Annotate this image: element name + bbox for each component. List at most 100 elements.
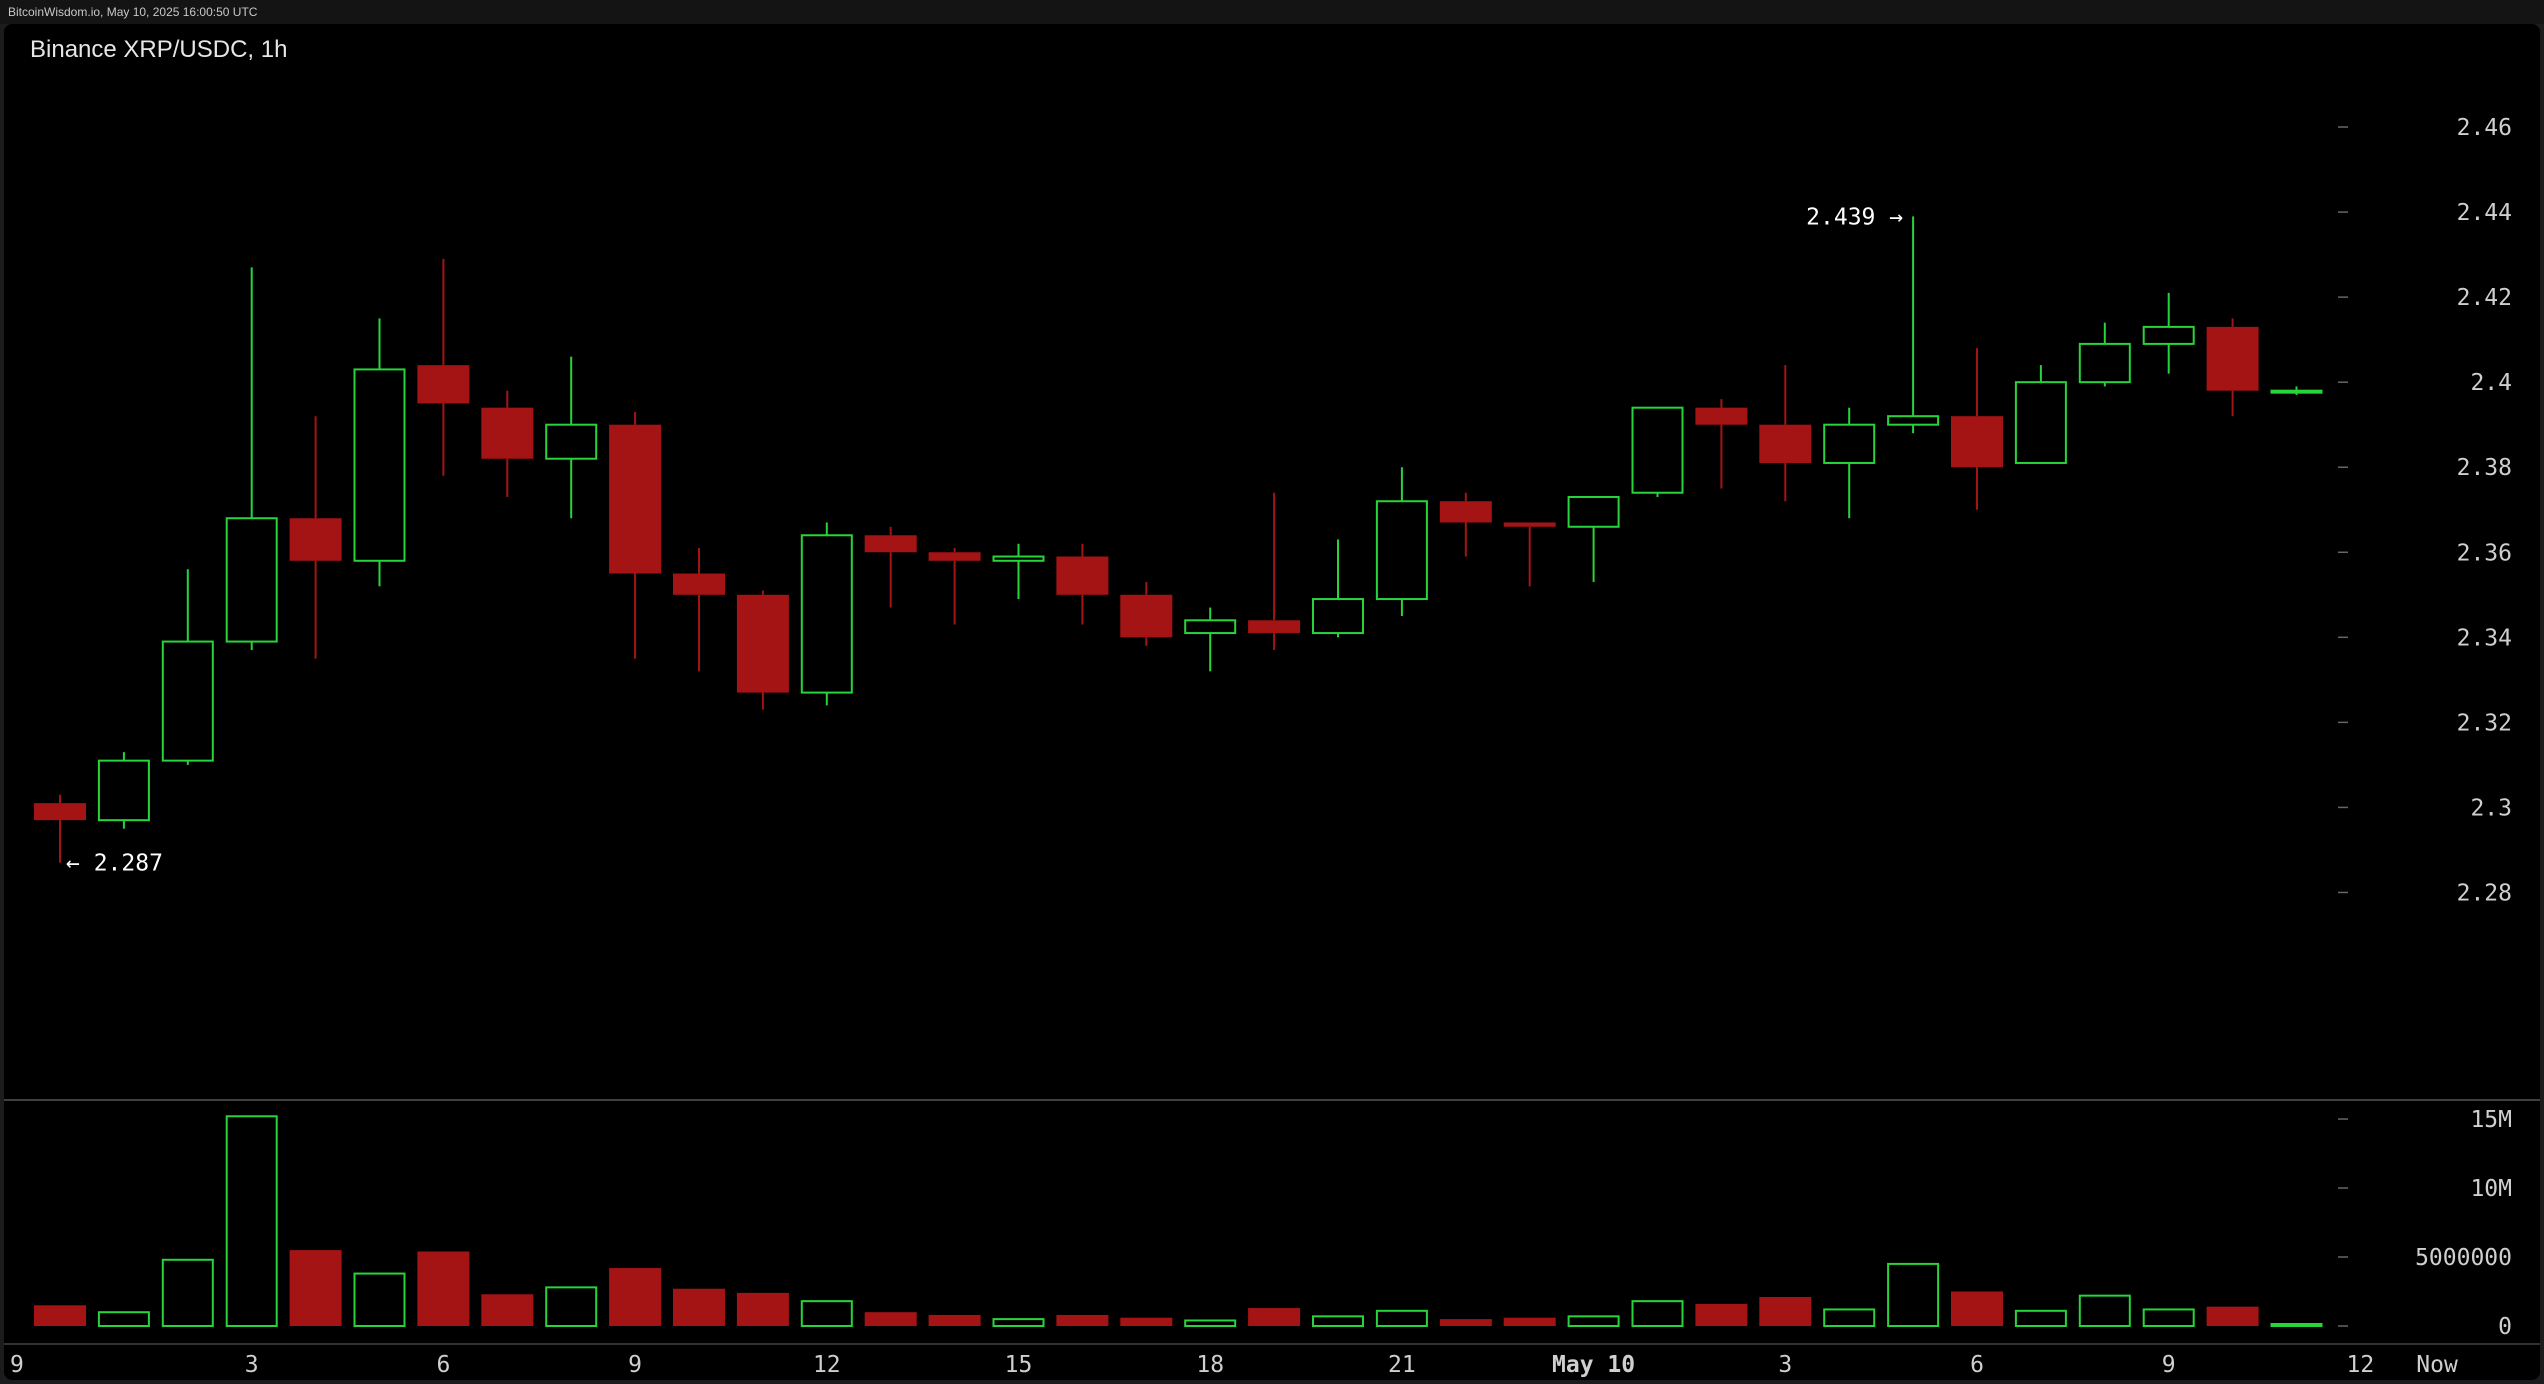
candle — [225, 267, 278, 651]
volume-bar — [1759, 1297, 1812, 1326]
volume-bar — [1056, 1314, 1109, 1326]
volume-bar — [225, 1115, 278, 1327]
volume-axis: 15M 10M 5000000 0 — [2338, 1107, 2512, 1340]
candle — [1439, 492, 1492, 557]
volume-bar — [1375, 1309, 1428, 1327]
candle-body — [1312, 598, 1364, 635]
candle — [1248, 492, 1301, 651]
candles — [34, 216, 2323, 863]
time-tick-label: 18 — [1196, 1352, 1224, 1378]
candle — [545, 356, 598, 519]
volume-tick-label: 5000000 — [2415, 1245, 2512, 1271]
volume-bar — [1887, 1262, 1940, 1327]
candle — [161, 569, 214, 765]
candle-body — [1759, 424, 1812, 463]
candle-body — [2206, 326, 2259, 391]
volume-tick-label: 15M — [2470, 1107, 2512, 1133]
volume-bar — [1823, 1308, 1876, 1327]
candle — [609, 411, 662, 659]
candle-body — [97, 759, 150, 822]
candle-body — [1120, 594, 1173, 638]
candle — [34, 794, 86, 863]
price-tick-label: 2.44 — [2457, 200, 2512, 226]
candle — [864, 526, 917, 608]
candle-body — [1631, 406, 1684, 494]
volume-bar — [417, 1251, 470, 1326]
time-tick-label: 6 — [1970, 1352, 1984, 1378]
volume-bar — [2014, 1309, 2067, 1327]
candle — [2270, 386, 2323, 395]
price-annotation: 2.439 → — [1806, 204, 1903, 230]
volume-bar — [1631, 1300, 1684, 1327]
candle — [673, 548, 725, 672]
volume-bar — [864, 1312, 917, 1326]
volume-bar — [161, 1258, 214, 1327]
volume-bar — [1184, 1319, 1237, 1327]
candle — [1823, 407, 1876, 519]
candle — [2014, 365, 2067, 464]
candle-body — [673, 573, 725, 595]
candle — [1056, 543, 1109, 625]
candle-body — [289, 518, 342, 561]
time-tick-label: 12 — [813, 1352, 841, 1378]
price-tick-label: 2.34 — [2457, 625, 2512, 651]
volume-bar — [545, 1286, 598, 1327]
candle — [1695, 399, 1748, 489]
candle-body — [2270, 389, 2323, 394]
volume-bar — [992, 1318, 1045, 1328]
candle — [2078, 322, 2131, 387]
candle-body — [1951, 416, 2003, 468]
volume-tick-label: 10M — [2470, 1176, 2512, 1202]
candle — [928, 548, 981, 625]
candle — [1503, 522, 1556, 587]
candle-body — [2078, 342, 2131, 384]
time-tick-label: Now — [2416, 1352, 2458, 1378]
volume-bar — [97, 1311, 150, 1327]
candle-body — [928, 552, 981, 561]
price-tick-label: 2.36 — [2457, 540, 2512, 566]
candle-body — [609, 424, 662, 574]
time-tick-label: 6 — [436, 1352, 450, 1378]
candle-body — [1887, 415, 1940, 426]
time-tick-label: 3 — [1778, 1352, 1792, 1378]
candle — [1631, 406, 1684, 497]
time-tick-label: 15 — [1005, 1352, 1033, 1378]
volume-bar — [481, 1294, 534, 1326]
volume-bars — [34, 1115, 2323, 1328]
candle-body — [2142, 325, 2195, 345]
annotations: 2.439 → ← 2.287 — [66, 204, 1903, 876]
time-tick-label: 3 — [245, 1352, 259, 1378]
price-tick-label: 2.46 — [2457, 115, 2512, 141]
candle — [1120, 582, 1173, 646]
candle — [1567, 495, 1620, 583]
candle-body — [2014, 381, 2067, 464]
candle — [800, 522, 853, 706]
price-tick-label: 2.38 — [2457, 455, 2512, 481]
candle — [2142, 292, 2195, 374]
volume-bar — [2142, 1308, 2195, 1327]
candle-body — [1248, 620, 1301, 634]
chart-title: Binance XRP/USDC, 1h — [30, 36, 288, 63]
price-tick-label: 2.42 — [2457, 285, 2512, 311]
volume-bar — [353, 1272, 406, 1327]
candle-body — [1375, 500, 1428, 601]
chart-canvas: 2.46 2.44 2.42 2.4 2.38 2.36 2.34 2.32 2.3 2.28 1… — [4, 115, 2540, 1378]
candle-body — [353, 368, 406, 562]
volume-tick-label: 0 — [2498, 1314, 2512, 1340]
time-tick-label: 12 — [2347, 1352, 2375, 1378]
candle-body — [417, 365, 470, 404]
candle-body — [225, 517, 278, 643]
time-tick-label: 9 — [10, 1352, 24, 1378]
time-tick-label: 21 — [1388, 1352, 1416, 1378]
candle — [1312, 539, 1364, 638]
candle-body — [1056, 556, 1109, 595]
candle-body — [1503, 522, 1556, 527]
candle-body — [864, 535, 917, 553]
price-annotation: ← 2.287 — [66, 851, 163, 877]
candle-body — [1695, 407, 1748, 425]
volume-bar — [736, 1292, 789, 1326]
time-tick-label: 9 — [628, 1352, 642, 1378]
price-tick-label: 2.3 — [2470, 795, 2512, 821]
volume-bar — [2270, 1323, 2323, 1327]
candle — [289, 416, 342, 659]
